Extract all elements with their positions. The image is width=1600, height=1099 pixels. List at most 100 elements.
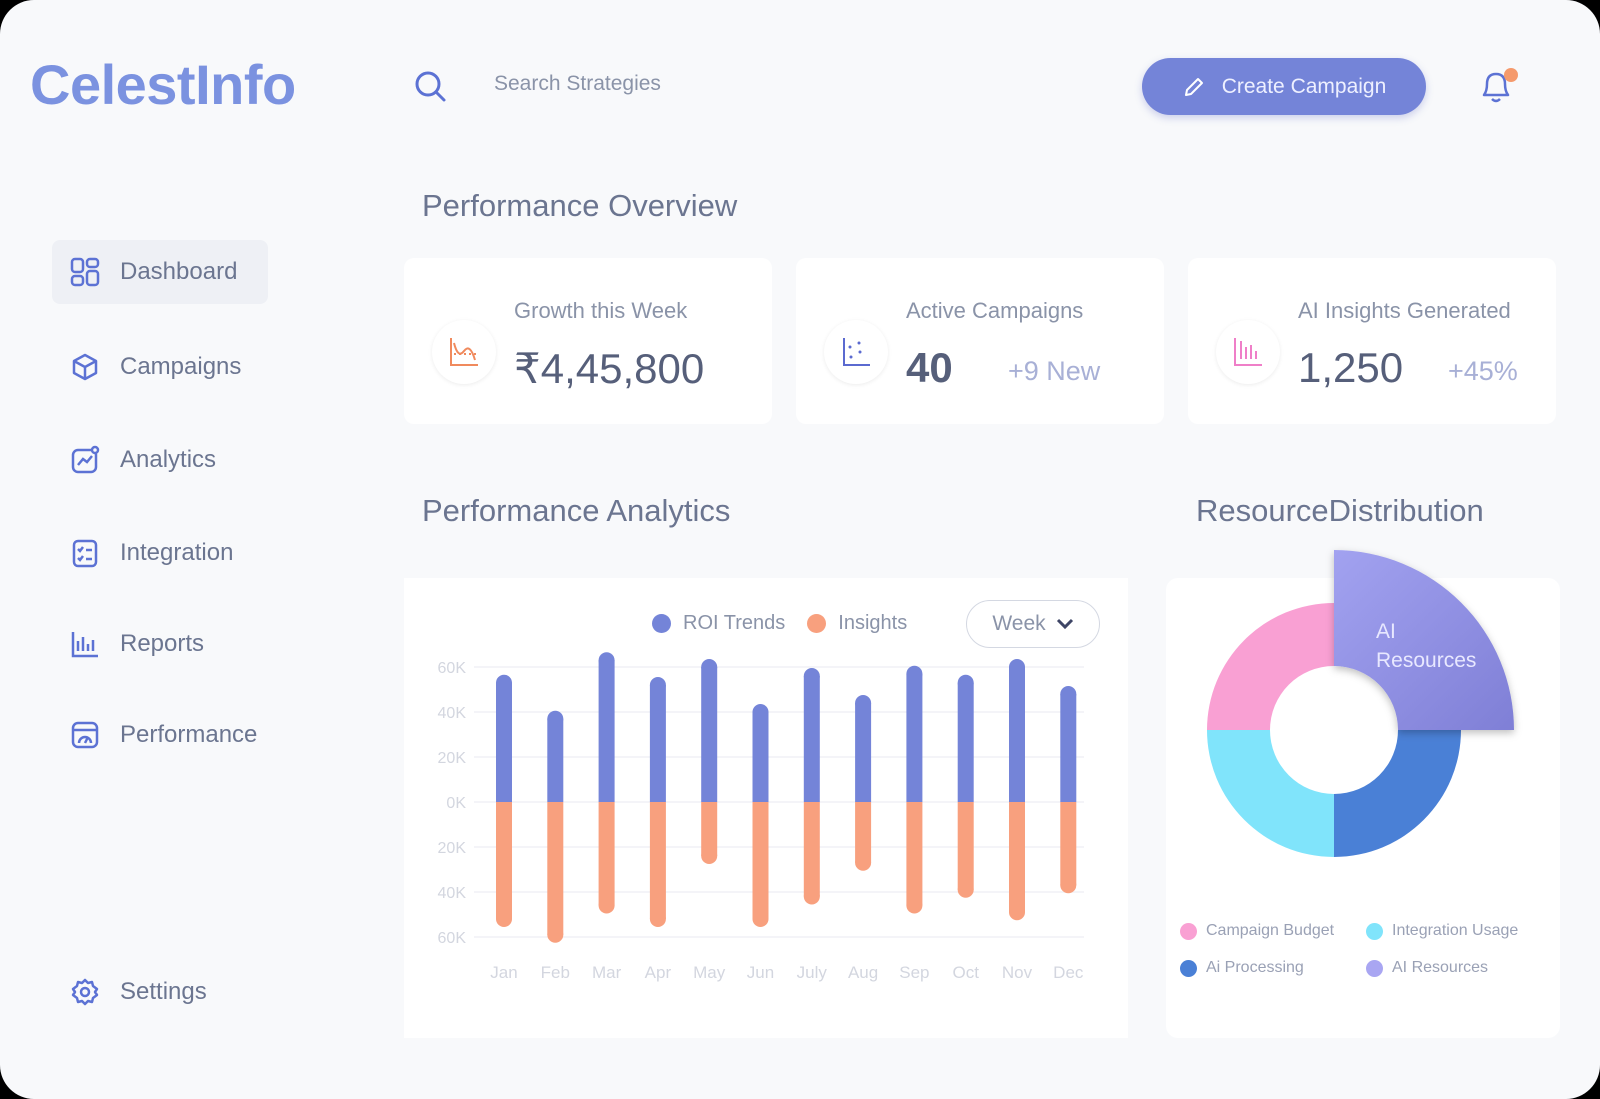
line-chart-icon [432, 320, 496, 384]
y-tick-label: 40K [438, 705, 467, 722]
chevron-down-icon [1056, 618, 1073, 630]
y-tick-label: 60K [438, 930, 467, 947]
bar-cap [1060, 686, 1077, 702]
bell-icon[interactable] [1478, 68, 1514, 106]
bar-cap [906, 665, 923, 682]
donut-slice-ai-processing [1334, 730, 1461, 857]
sidebar-item-label: Integration [120, 539, 234, 566]
y-tick-label: 0K [446, 795, 466, 812]
search-input[interactable] [494, 72, 794, 96]
bar-roi-trends [906, 673, 923, 802]
sidebar-item-performance[interactable]: Performance [52, 703, 275, 767]
donut-slice-integration-usage [1207, 730, 1334, 857]
legend-dot [1366, 959, 1383, 977]
stat-label: AI Insights Generated [1298, 298, 1511, 323]
bar-icon [1216, 320, 1280, 384]
bar-cap [803, 888, 820, 905]
sidebar-item-label: Analytics [120, 446, 217, 473]
x-tick-label: May [693, 963, 726, 982]
bar-roi-trends [496, 682, 512, 802]
legend-label: AI Resources [1392, 959, 1489, 976]
bar-roi-trends [1009, 667, 1025, 802]
bar-roi-trends [855, 703, 872, 802]
bar-insights [906, 802, 923, 906]
bar-roi-trends [649, 685, 666, 802]
x-tick-label: Nov [1002, 963, 1033, 982]
legend-item: Integration Usage [1366, 922, 1518, 940]
bar-insights [649, 802, 666, 919]
bar-cap [649, 911, 666, 927]
legend-label: Integration Usage [1392, 922, 1519, 939]
bar-cap [957, 674, 974, 691]
sidebar-item-settings[interactable]: Settings [52, 960, 225, 1024]
y-tick-label: 20K [438, 750, 467, 767]
bar-insights [1060, 802, 1077, 886]
notification-dot [1504, 68, 1518, 82]
bar-insights [547, 802, 564, 935]
donut-chart: AI Resources [1207, 550, 1514, 857]
bar-insights [803, 802, 820, 897]
donut-slice-label: Resources [1376, 649, 1476, 672]
bar-cap [649, 677, 666, 693]
bar-cap [1009, 659, 1025, 675]
sidebar-item-dashboard[interactable]: Dashboard [52, 240, 268, 304]
bar-cap [752, 704, 769, 720]
bar-insights [598, 802, 615, 906]
bar-roi-trends [752, 712, 769, 802]
create-campaign-button[interactable]: Create Campaign [1142, 58, 1426, 115]
sidebar-item-analytics[interactable]: Analytics [52, 428, 234, 492]
sidebar-item-reports[interactable]: Reports [52, 612, 222, 676]
x-tick-label: Dec [1053, 963, 1084, 982]
sidebar-item-label: Performance [120, 721, 258, 748]
resources-title: ResourceDistribution [1196, 493, 1484, 528]
bar-cap [496, 911, 512, 927]
gauge-icon [71, 721, 99, 749]
search-icon[interactable] [414, 70, 448, 104]
legend-item: Campaign Budget [1180, 922, 1334, 940]
cube-icon [72, 353, 98, 381]
bar-insights [855, 802, 872, 863]
bar-cap [496, 674, 512, 691]
bar-roi-trends [803, 676, 820, 802]
bar-cap [547, 710, 564, 727]
app-logo: CelestInfo [30, 53, 296, 116]
analytics-title: Performance Analytics [422, 493, 731, 528]
x-tick-label: Jan [490, 963, 517, 982]
stat-card-growth: Growth this Week ₹4,45,800 [404, 258, 772, 424]
sidebar-item-label: Reports [120, 630, 205, 657]
bar-cap [1060, 877, 1077, 894]
bar-cap [855, 695, 872, 711]
bar-insights [701, 802, 718, 856]
x-tick-label: Sep [899, 963, 929, 982]
stat-value: ₹4,45,800 [514, 345, 705, 392]
bar-cap [701, 659, 718, 675]
bar-roi-trends [1060, 694, 1077, 802]
legend-dot [1180, 959, 1197, 977]
checklist-icon [72, 539, 98, 568]
analytics-icon [71, 445, 100, 474]
pencil-icon [1184, 77, 1203, 96]
bar-roi-trends [957, 682, 974, 802]
sidebar-item-integration[interactable]: Integration [52, 521, 251, 585]
period-value: Week [992, 612, 1046, 635]
legend-dot [1180, 922, 1197, 940]
y-tick-label: 60K [438, 660, 467, 677]
sidebar-item-label: Campaigns [120, 353, 242, 380]
stat-value: 40 [906, 344, 953, 391]
x-tick-label: Aug [848, 963, 878, 982]
bar-roi-trends [701, 667, 718, 802]
bar-insights [496, 802, 512, 919]
sidebar-item-campaigns[interactable]: Campaigns [52, 335, 259, 399]
legend-item: Ai Processing [1180, 959, 1304, 977]
stat-card-insights: AI Insights Generated 1,250 +45% [1188, 258, 1556, 424]
bar-cap [701, 848, 718, 864]
period-dropdown[interactable]: Week [966, 600, 1100, 648]
legend-label: Campaign Budget [1206, 922, 1335, 939]
sidebar-item-label: Settings [120, 978, 207, 1005]
x-tick-label: July [797, 963, 828, 982]
legend-label: Ai Processing [1206, 959, 1304, 976]
bar-cap [855, 854, 872, 871]
y-tick-label: 40K [438, 885, 467, 902]
donut-slice-ai-resources [1334, 550, 1514, 730]
